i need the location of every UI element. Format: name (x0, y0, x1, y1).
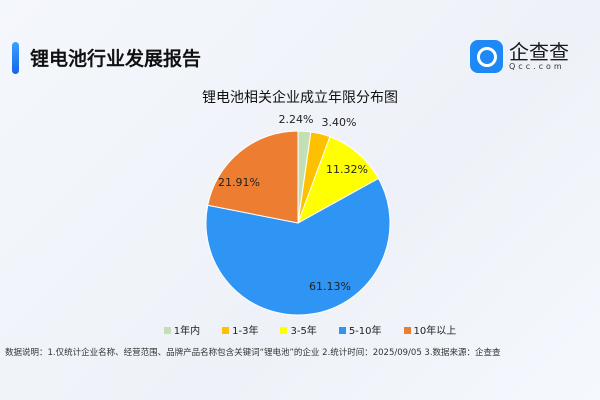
legend-label: 3-5年 (290, 326, 317, 337)
legend-item: 3-5年 (280, 322, 317, 337)
data-label: 11.32% (326, 163, 368, 176)
legend-item: 10年以上 (403, 322, 457, 337)
legend-label: 1-3年 (232, 326, 259, 337)
legend-swatch (280, 327, 288, 334)
legend-label: 5-10年 (348, 326, 382, 337)
data-label: 21.91% (218, 176, 260, 189)
data-label: 61.13% (309, 280, 351, 293)
legend-swatch (222, 327, 230, 334)
chart-title: 锂电池相关企业成立年限分布图 (202, 90, 398, 106)
legend-swatch (163, 327, 171, 334)
pie-slice-3-5年 (297, 136, 380, 225)
legend: 1年内 1-3年 3-5年 5-10年 10年以上 (0, 322, 600, 337)
logo-text: 企查查 (509, 40, 569, 64)
qcc-logo-icon (470, 40, 503, 73)
report-title: 锂电池行业发展报告 (30, 48, 202, 70)
legend-item: 5-10年 (338, 322, 382, 337)
legend-swatch (338, 327, 346, 334)
legend-swatch (403, 327, 411, 334)
legend-item: 1年内 (163, 322, 201, 337)
legend-label: 10年以上 (413, 326, 457, 337)
pie-slice-5-10年 (205, 177, 391, 316)
data-label: 3.40% (322, 116, 357, 129)
data-label: 2.24% (279, 113, 314, 126)
data-note: 数据说明：1.仅统计企业名称、经营范围、品牌产品名称包含关键词“锂电池”的企业 … (5, 348, 501, 358)
title-accent-bar (12, 42, 19, 74)
legend-label: 1年内 (173, 326, 201, 337)
pie-slice-10年以上 (207, 130, 299, 224)
qcc-logo: 企查查 Qcc.com (470, 40, 569, 73)
logo-sub: Qcc.com (509, 62, 565, 71)
legend-item: 1-3年 (222, 322, 258, 337)
